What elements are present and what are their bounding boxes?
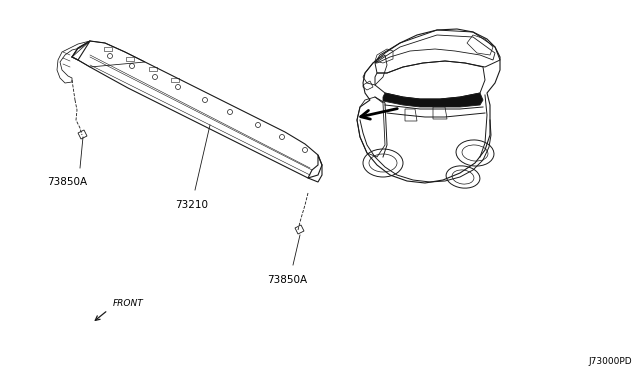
Polygon shape	[383, 93, 483, 107]
Text: J73000PD: J73000PD	[588, 357, 632, 366]
Text: 73850A: 73850A	[47, 177, 87, 187]
Text: 73210: 73210	[175, 200, 209, 210]
Text: FRONT: FRONT	[113, 299, 144, 308]
Text: 73850A: 73850A	[267, 275, 307, 285]
